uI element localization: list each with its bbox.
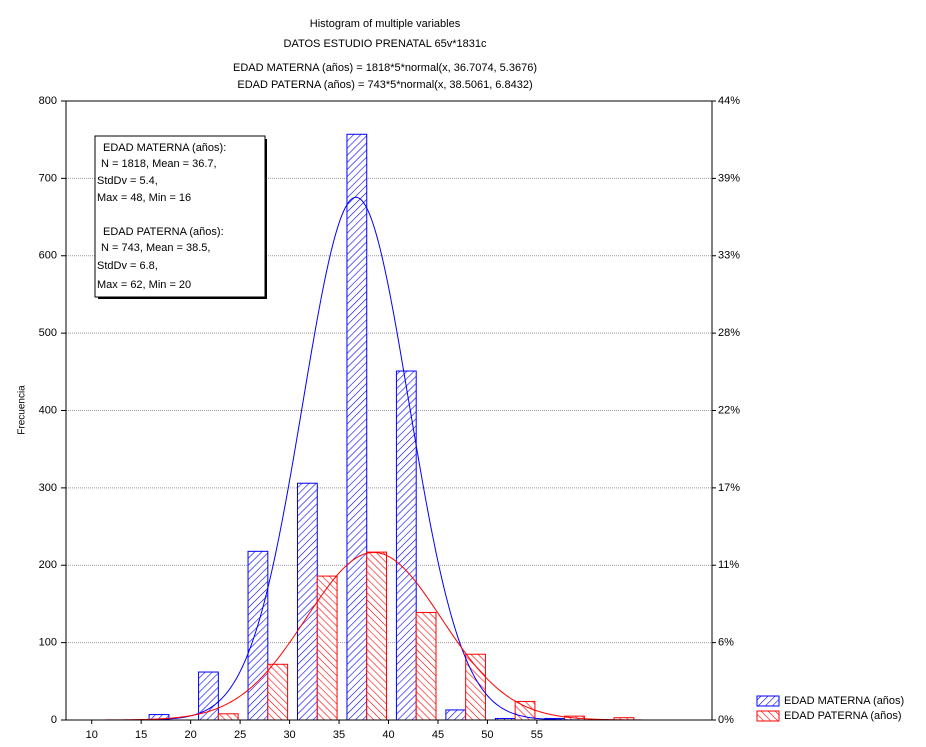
y-tick-label: 400	[39, 404, 57, 416]
bar	[445, 709, 467, 721]
y2-tick-label: 22%	[718, 404, 740, 416]
chart-subtitle: DATOS ESTUDIO PRENATAL 65v*1831c	[284, 38, 487, 50]
y-tick-label: 100	[39, 637, 57, 649]
fit-curve	[66, 551, 712, 721]
bar	[346, 133, 368, 721]
x-tick-label: 45	[432, 729, 444, 741]
y2-tick-label: 6%	[718, 637, 734, 649]
y2-tick-label: 0%	[718, 714, 734, 726]
legend-swatch	[756, 710, 780, 722]
stats-text: EDAD MATERNA (años):	[103, 142, 226, 154]
x-tick-label: 30	[283, 729, 295, 741]
formula: EDAD PATERNA (años) = 743*5*normal(x, 38…	[237, 79, 532, 91]
x-tick-label: 55	[531, 729, 543, 741]
y-tick-label: 800	[39, 95, 57, 107]
legend-label: EDAD MATERNA (años)	[784, 695, 904, 707]
y2-tick-label: 28%	[718, 327, 740, 339]
y-tick-label: 0	[51, 714, 57, 726]
legend-label: EDAD PATERNA (años)	[784, 710, 902, 722]
y-tick-label: 700	[39, 172, 57, 184]
y-tick-label: 300	[39, 482, 57, 494]
x-tick-label: 15	[135, 729, 147, 741]
bar	[296, 482, 318, 721]
stats-text: N = 1818, Mean = 36.7,	[101, 158, 217, 170]
bar	[415, 611, 437, 721]
legend-swatch	[756, 695, 780, 707]
x-tick-label: 35	[333, 729, 345, 741]
y2-tick-label: 17%	[718, 482, 740, 494]
x-tick-label: 25	[234, 729, 246, 741]
x-tick-label: 20	[185, 729, 197, 741]
stats-shadow	[265, 139, 267, 299]
stats-shadow	[98, 297, 267, 299]
y-tick-label: 600	[39, 250, 57, 262]
stats-text: StdDv = 6.8,	[97, 260, 158, 272]
formula: EDAD MATERNA (años) = 1818*5*normal(x, 3…	[233, 62, 537, 74]
bar	[267, 663, 289, 721]
y2-tick-label: 33%	[718, 250, 740, 262]
bar	[217, 713, 239, 721]
bar	[395, 370, 417, 721]
x-tick-label: 10	[86, 729, 98, 741]
y-axis-label: Frecuencia	[17, 385, 28, 435]
stats-text: N = 743, Mean = 38.5,	[101, 242, 210, 254]
y2-tick-label: 39%	[718, 172, 740, 184]
bar	[247, 550, 269, 721]
y-tick-label: 500	[39, 327, 57, 339]
bar	[366, 551, 388, 721]
x-tick-label: 50	[481, 729, 493, 741]
y2-tick-label: 44%	[718, 95, 740, 107]
y-tick-label: 200	[39, 559, 57, 571]
chart-title: Histogram of multiple variables	[310, 18, 461, 30]
x-tick-label: 40	[382, 729, 394, 741]
plot-frame	[65, 100, 713, 721]
stats-text: EDAD PATERNA (años):	[103, 226, 224, 238]
stats-text: Max = 62, Min = 20	[97, 279, 191, 291]
stats-text: Max = 48, Min = 16	[97, 192, 191, 204]
y2-tick-label: 11%	[718, 559, 739, 571]
stats-text: StdDv = 5.4,	[97, 175, 158, 187]
